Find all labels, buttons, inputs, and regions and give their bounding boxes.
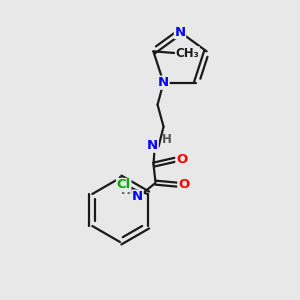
Text: N: N xyxy=(174,26,186,38)
Text: H: H xyxy=(162,133,172,146)
Text: O: O xyxy=(176,153,187,166)
Text: O: O xyxy=(178,178,189,191)
Text: N: N xyxy=(132,190,143,203)
Text: CH₃: CH₃ xyxy=(176,47,199,60)
Text: Cl: Cl xyxy=(117,178,131,191)
Text: N: N xyxy=(158,76,169,89)
Text: H: H xyxy=(121,184,130,197)
Text: N: N xyxy=(147,139,158,152)
